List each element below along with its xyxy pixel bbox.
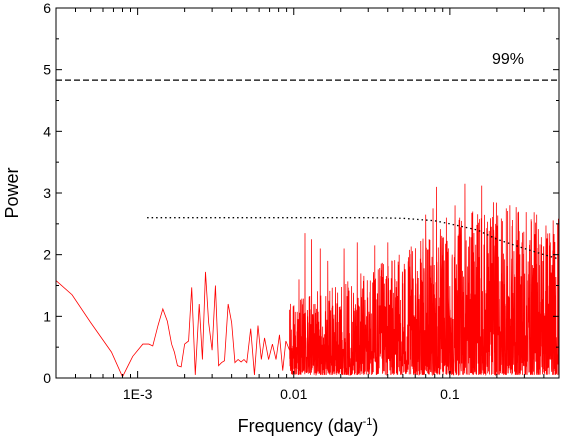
axes: 0 1 2 3 4 5 6 1E-3 0.01 0.1 xyxy=(43,0,559,402)
y-tick-label: 2 xyxy=(43,247,51,263)
x-axis-title-close: ) xyxy=(372,416,378,436)
x-tick-label: 0.01 xyxy=(280,386,307,402)
x-axis-title: Frequency (day-1) xyxy=(238,416,379,436)
x-tick-label: 1E-3 xyxy=(123,386,153,402)
y-tick-label: 1 xyxy=(43,308,51,324)
y-tick-label: 6 xyxy=(43,0,51,16)
x-axis-title-exponent: -1 xyxy=(363,416,373,428)
y-tick-label: 3 xyxy=(43,185,51,201)
y-axis-title: Power xyxy=(2,167,22,218)
y-tick-label: 0 xyxy=(43,370,51,386)
y-tick-label: 4 xyxy=(43,123,51,139)
x-axis-title-main: Frequency (day xyxy=(238,416,363,436)
annotation-99-percent: 99% xyxy=(492,51,524,68)
plot-area xyxy=(55,79,560,378)
series-power-spectrum xyxy=(55,183,560,378)
y-tick-label: 5 xyxy=(43,62,51,78)
x-tick-label: 0.1 xyxy=(440,386,460,402)
